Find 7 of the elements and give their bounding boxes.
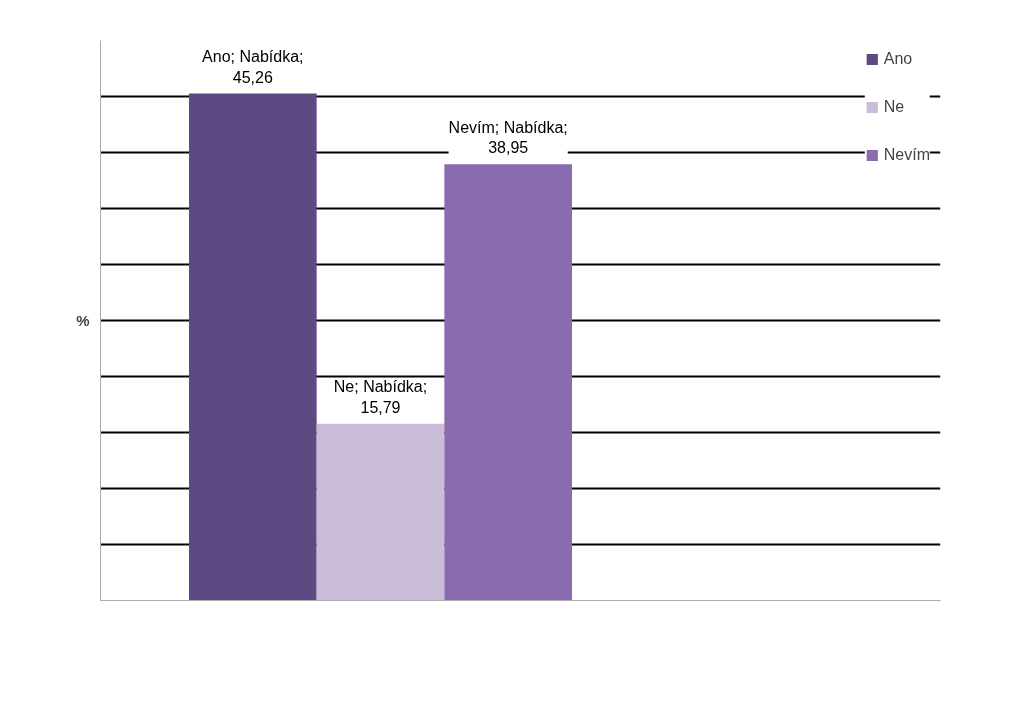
- legend-label: Nevím: [883, 146, 930, 164]
- legend-label: Ano: [883, 50, 913, 68]
- data-label: Ano; Nabídka; 45,26: [202, 48, 304, 86]
- y-axis-title: %: [76, 312, 90, 329]
- legend-label: Ne: [883, 98, 905, 116]
- data-label: Nevím; Nabídka; 38,95: [448, 118, 568, 157]
- data-label: Ne; Nabídka; 15,79: [333, 378, 428, 416]
